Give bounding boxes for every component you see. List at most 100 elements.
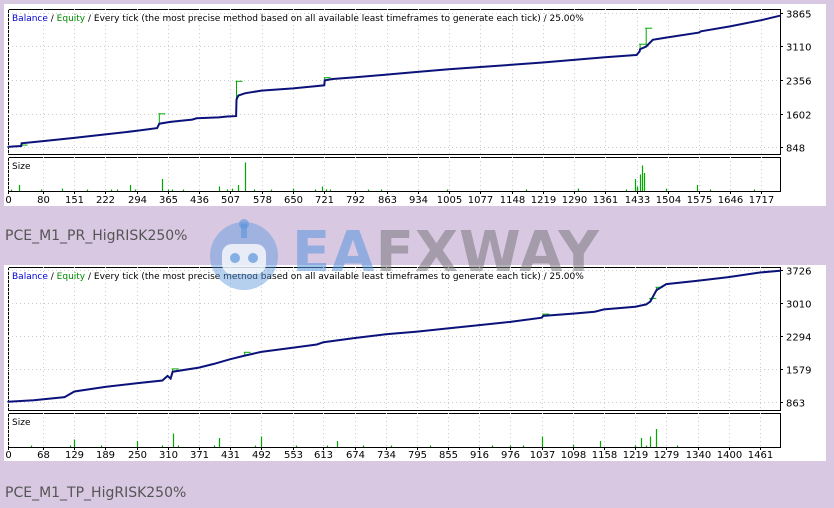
balance-point xyxy=(509,321,512,323)
legend-equity: Equity xyxy=(57,14,86,24)
x-tick-label: 1148 xyxy=(500,195,525,206)
balance-point xyxy=(448,68,450,70)
x-tick-label: 795 xyxy=(408,450,427,461)
balance-point xyxy=(665,283,668,285)
x-tick-label: 721 xyxy=(315,195,334,206)
balance-point xyxy=(354,337,356,339)
balance-point xyxy=(385,73,388,76)
balance-point xyxy=(540,316,543,319)
balance-point xyxy=(652,39,654,41)
balance-point xyxy=(244,92,246,95)
x-tick-label: 916 xyxy=(470,450,489,461)
balance-point xyxy=(655,289,658,291)
balance-point xyxy=(323,79,326,82)
size-plot-frame xyxy=(8,413,781,448)
x-tick-label: 578 xyxy=(253,195,272,206)
x-tick-label: 976 xyxy=(501,450,520,461)
x-tick-label: 734 xyxy=(377,450,396,461)
balance-point xyxy=(323,84,326,87)
backtest-chart-tp: 863 1579 2294 3010 3726 0 68 129 189 250 310 371 431… xyxy=(4,265,826,461)
balance-point xyxy=(604,56,606,58)
balance-point xyxy=(260,89,263,92)
y-tick-label: 3010 xyxy=(786,300,811,311)
x-tick-label: 310 xyxy=(159,450,178,461)
balance-point xyxy=(447,327,449,330)
balance-line xyxy=(7,269,781,403)
legend-test-info: / Every tick (the most precise method ba… xyxy=(85,272,584,282)
balance-point xyxy=(235,98,238,101)
size-label: Size xyxy=(12,418,31,428)
balance-point xyxy=(158,122,161,125)
balance-point xyxy=(13,145,16,148)
legend-balance: Balance xyxy=(12,272,48,282)
balance-point xyxy=(217,116,220,119)
balance-point xyxy=(213,363,215,365)
balance-point xyxy=(649,300,652,303)
y-tick-label: 3110 xyxy=(786,43,811,54)
balance-point xyxy=(32,399,35,402)
x-tick-label: 507 xyxy=(221,195,240,206)
caption-tp: PCE_M1_TP_HigRISK250% xyxy=(5,485,187,501)
balance-point xyxy=(167,121,169,124)
y-tick-label: 3865 xyxy=(786,10,811,21)
balance-point xyxy=(20,145,23,147)
balance-point xyxy=(73,390,76,393)
balance-point xyxy=(385,333,387,336)
x-tick-label: 1037 xyxy=(530,450,555,461)
balance-point xyxy=(104,386,107,388)
balance-point xyxy=(645,45,647,48)
x-tick-label: 1219 xyxy=(531,195,556,206)
balance-point xyxy=(416,330,419,333)
x-tick-label: 1340 xyxy=(686,450,711,461)
x-tick-label: 151 xyxy=(65,195,84,206)
x-tick-label: 934 xyxy=(409,195,428,206)
x-tick-label: 365 xyxy=(159,195,178,206)
caption-pr: PCE_M1_PR_HigRISK250% xyxy=(5,228,188,244)
x-tick-label: 553 xyxy=(284,450,303,461)
x-tick-label: 1461 xyxy=(748,450,773,461)
balance-point xyxy=(20,142,23,145)
balance-point xyxy=(73,137,75,139)
x-tick-label: 80 xyxy=(37,195,50,206)
balance-point xyxy=(161,379,164,382)
balance-line xyxy=(7,14,781,148)
legend-test-info: / Every tick (the most precise method ba… xyxy=(85,14,584,24)
x-tick-label: 129 xyxy=(65,450,84,461)
x-tick-label: 1219 xyxy=(623,450,648,461)
balance-point xyxy=(171,370,174,373)
chart-legend: Balance / Equity / Every tick (the most … xyxy=(12,272,584,282)
balance-point xyxy=(291,346,294,349)
legend-separator: / xyxy=(48,14,57,24)
x-tick-label: 650 xyxy=(284,195,303,206)
balance-point xyxy=(634,305,637,308)
x-tick-label: 1290 xyxy=(562,195,587,206)
x-tick-label: 1504 xyxy=(656,195,681,206)
x-tick-label: 189 xyxy=(96,450,115,461)
x-tick-label: 1279 xyxy=(654,450,679,461)
balance-point xyxy=(7,146,9,148)
x-tick-label: 0 xyxy=(5,450,11,461)
x-tick-label: 436 xyxy=(190,195,209,206)
balance-point xyxy=(510,64,513,66)
balance-point xyxy=(198,366,200,369)
x-tick-label: 1433 xyxy=(625,195,650,206)
balance-point xyxy=(573,59,575,61)
balance-point xyxy=(63,396,66,398)
balance-point xyxy=(354,76,357,79)
equity-line xyxy=(7,15,781,148)
x-tick-label: 1717 xyxy=(749,195,774,206)
x-tick-label: 431 xyxy=(221,450,240,461)
x-tick-label: 250 xyxy=(128,450,147,461)
legend-balance: Balance xyxy=(12,14,48,24)
x-tick-label: 1400 xyxy=(717,450,742,461)
balance-point xyxy=(542,315,545,317)
balance-point xyxy=(639,48,641,50)
x-tick-label: 1158 xyxy=(592,450,617,461)
balance-point xyxy=(416,71,419,73)
balance-point xyxy=(479,66,482,68)
balance-point xyxy=(698,31,700,34)
balance-point xyxy=(292,87,294,90)
balance-point xyxy=(478,324,481,326)
balance-point xyxy=(759,271,761,274)
backtest-chart-pr: 848 1602 2356 3110 3865 0 80 151 222 294 365 436 507… xyxy=(4,4,826,206)
